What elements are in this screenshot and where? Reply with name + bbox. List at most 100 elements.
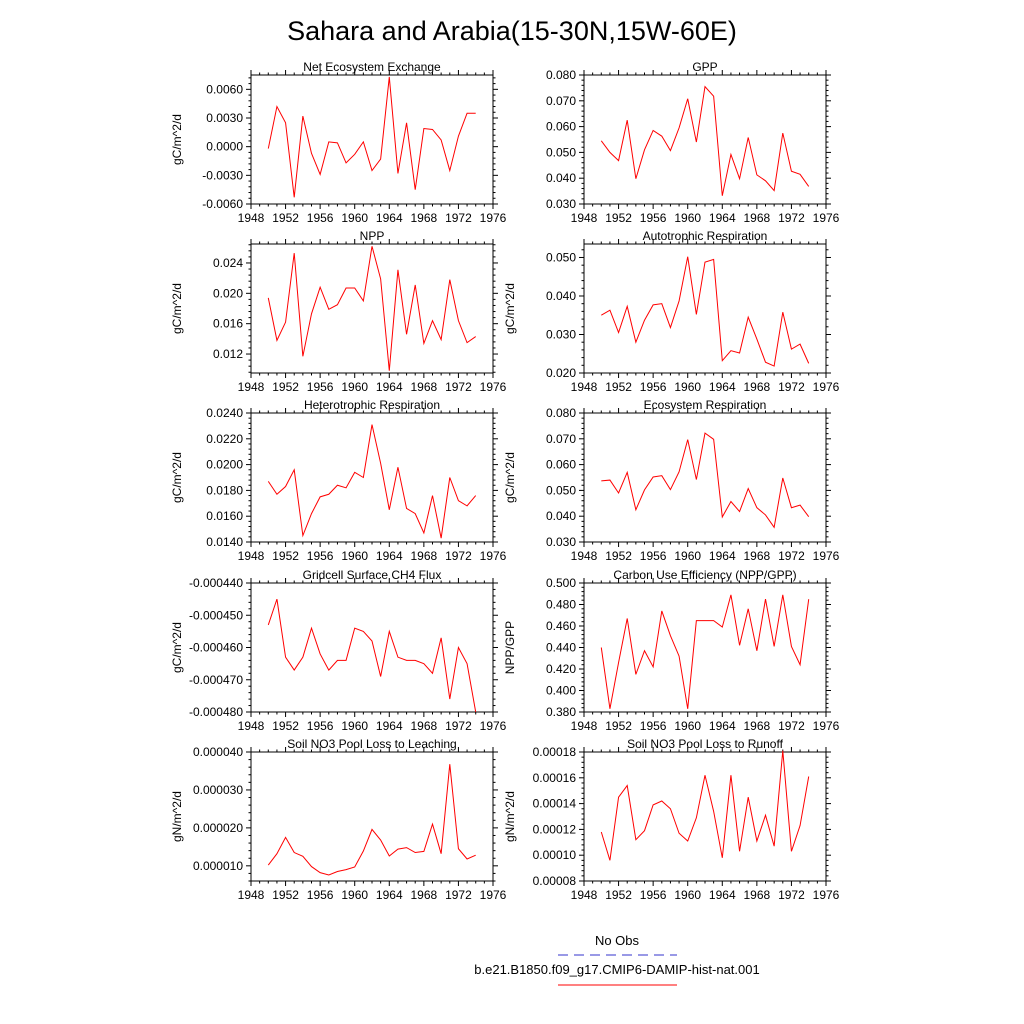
chart-net-ecosystem-exchange-xtick-label: 1956 <box>307 211 334 225</box>
chart-soil-no3-pool-loss-to-leaching-xtick-label: 1968 <box>411 888 438 902</box>
chart-autotrophic-respiration: Autotrophic Respiration 1948 1952 1956 1960 1… <box>503 229 840 394</box>
chart-gpp-xtick-label: 1956 <box>640 211 667 225</box>
chart-gridcell-surface-ch4-flux-ytick-label: -0.000480 <box>189 705 243 719</box>
chart-gpp-xtick-label: 1964 <box>709 211 736 225</box>
chart-carbon-use-efficiency-npp-gpp-title: Carbon Use Efficiency (NPP/GPP) <box>613 568 796 582</box>
chart-gridcell-surface-ch4-flux-xtick-label: 1976 <box>480 719 507 733</box>
chart-gpp-xtick-label: 1976 <box>813 211 840 225</box>
chart-soil-no3-pool-loss-to-leaching-ytick-label: 0.000030 <box>193 783 243 797</box>
chart-soil-no3-pool-loss-to-leaching-xtick-label: 1952 <box>272 888 299 902</box>
chart-autotrophic-respiration-xtick-label: 1948 <box>571 380 598 394</box>
chart-ecosystem-respiration-ytick-label: 0.040 <box>546 509 576 523</box>
chart-net-ecosystem-exchange-ytick-label: 0.0030 <box>206 111 243 125</box>
chart-net-ecosystem-exchange-xtick-label: 1968 <box>411 211 438 225</box>
chart-carbon-use-efficiency-npp-gpp-xtick-label: 1960 <box>674 719 701 733</box>
chart-heterotrophic-respiration-ytick-label: 0.0240 <box>206 406 243 420</box>
chart-gridcell-surface-ch4-flux-xtick-label: 1948 <box>238 719 265 733</box>
chart-net-ecosystem-exchange: Net Ecosystem Exchange 1948 1952 1956 1960 19… <box>170 60 507 225</box>
chart-net-ecosystem-exchange-title: Net Ecosystem Exchange <box>303 60 441 74</box>
chart-ecosystem-respiration-ylabel: gC/m^2/d <box>503 452 517 503</box>
chart-soil-no3-pool-loss-to-runoff-frame <box>583 751 827 882</box>
chart-npp-xtick-label: 1956 <box>307 380 334 394</box>
chart-ecosystem-respiration-ytick-label: 0.060 <box>546 458 576 472</box>
chart-carbon-use-efficiency-npp-gpp-xtick-label: 1964 <box>709 719 736 733</box>
chart-net-ecosystem-exchange-ytick-label: 0.0000 <box>206 140 243 154</box>
chart-heterotrophic-respiration-ytick-label: 0.0200 <box>206 458 243 472</box>
chart-gridcell-surface-ch4-flux-xtick-label: 1952 <box>272 719 299 733</box>
chart-net-ecosystem-exchange-ytick-label: -0.0060 <box>202 197 243 211</box>
chart-soil-no3-pool-loss-to-leaching-xtick-label: 1956 <box>307 888 334 902</box>
chart-ecosystem-respiration-ytick-label: 0.070 <box>546 432 576 446</box>
chart-gridcell-surface-ch4-flux-frame <box>250 582 494 713</box>
chart-autotrophic-respiration-xtick-label: 1960 <box>674 380 701 394</box>
chart-heterotrophic-respiration-ylabel: gC/m^2/d <box>170 452 184 503</box>
panels: Net Ecosystem Exchange 1948 1952 1956 1960 19… <box>170 60 840 902</box>
chart-heterotrophic-respiration-xtick-label: 1948 <box>238 549 265 563</box>
chart-gridcell-surface-ch4-flux-title: Gridcell Surface CH4 Flux <box>303 568 442 582</box>
chart-net-ecosystem-exchange-xtick-label: 1976 <box>480 211 507 225</box>
chart-ecosystem-respiration-xtick-label: 1972 <box>778 549 805 563</box>
chart-gpp-series-line <box>600 85 810 196</box>
chart-gridcell-surface-ch4-flux-ylabel: gC/m^2/d <box>170 622 184 673</box>
chart-net-ecosystem-exchange-xtick-label: 1960 <box>341 211 368 225</box>
chart-heterotrophic-respiration-xtick-label: 1972 <box>445 549 472 563</box>
chart-gridcell-surface-ch4-flux-xtick-label: 1956 <box>307 719 334 733</box>
chart-carbon-use-efficiency-npp-gpp-xtick-label: 1976 <box>813 719 840 733</box>
chart-gpp-ytick-label: 0.030 <box>546 197 576 211</box>
chart-gpp-xtick-label: 1948 <box>571 211 598 225</box>
chart-gridcell-surface-ch4-flux-xtick-label: 1964 <box>376 719 403 733</box>
chart-npp-xtick-label: 1960 <box>341 380 368 394</box>
chart-soil-no3-pool-loss-to-runoff-xtick-label: 1948 <box>571 888 598 902</box>
chart-gpp: GPP 1948 1952 1956 1960 1964 1968 1972 1976 0.030… <box>546 60 840 225</box>
chart-gridcell-surface-ch4-flux-xtick-label: 1960 <box>341 719 368 733</box>
chart-npp-ytick-label: 0.020 <box>213 286 243 300</box>
chart-autotrophic-respiration-xtick-label: 1976 <box>813 380 840 394</box>
chart-heterotrophic-respiration-xtick-label: 1960 <box>341 549 368 563</box>
chart-net-ecosystem-exchange-ylabel: gC/m^2/d <box>170 114 184 165</box>
chart-gpp-xtick-label: 1960 <box>674 211 701 225</box>
chart-heterotrophic-respiration-series-line <box>267 424 477 539</box>
chart-ecosystem-respiration-title: Ecosystem Respiration <box>644 398 767 412</box>
chart-net-ecosystem-exchange-xtick-label: 1964 <box>376 211 403 225</box>
chart-ecosystem-respiration-xtick-label: 1948 <box>571 549 598 563</box>
chart-ecosystem-respiration-xtick-label: 1952 <box>605 549 632 563</box>
chart-soil-no3-pool-loss-to-leaching-xtick-label: 1976 <box>480 888 507 902</box>
chart-soil-no3-pool-loss-to-leaching-ytick-label: 0.000040 <box>193 745 243 759</box>
chart-heterotrophic-respiration-title: Heterotrophic Respiration <box>304 398 440 412</box>
chart-carbon-use-efficiency-npp-gpp-xtick-label: 1952 <box>605 719 632 733</box>
chart-carbon-use-efficiency-npp-gpp-ytick-label: 0.420 <box>546 662 576 676</box>
chart-soil-no3-pool-loss-to-runoff-ytick-label: 0.00010 <box>533 848 577 862</box>
chart-ecosystem-respiration-frame <box>583 412 827 543</box>
chart-gpp-frame <box>583 74 827 205</box>
chart-autotrophic-respiration-ylabel: gC/m^2/d <box>503 283 517 334</box>
chart-soil-no3-pool-loss-to-runoff-xtick-label: 1956 <box>640 888 667 902</box>
chart-soil-no3-pool-loss-to-leaching-xtick-label: 1972 <box>445 888 472 902</box>
chart-gridcell-surface-ch4-flux-ytick-label: -0.000440 <box>189 576 243 590</box>
chart-npp-xtick-label: 1952 <box>272 380 299 394</box>
chart-soil-no3-pool-loss-to-leaching-ylabel: gN/m^2/d <box>170 791 184 842</box>
legend-obs-label: No Obs <box>595 933 640 948</box>
chart-ecosystem-respiration-xtick-label: 1976 <box>813 549 840 563</box>
chart-soil-no3-pool-loss-to-runoff-ytick-label: 0.00008 <box>533 874 577 888</box>
chart-heterotrophic-respiration-ytick-label: 0.0140 <box>206 535 243 549</box>
chart-heterotrophic-respiration-ytick-label: 0.0160 <box>206 509 243 523</box>
chart-autotrophic-respiration-ytick-label: 0.040 <box>546 289 576 303</box>
chart-net-ecosystem-exchange-xtick-label: 1972 <box>445 211 472 225</box>
chart-soil-no3-pool-loss-to-leaching-title: Soil NO3 Pool Loss to Leaching <box>287 737 456 751</box>
chart-gridcell-surface-ch4-flux-series-line <box>267 598 477 713</box>
chart-net-ecosystem-exchange-ytick-label: -0.0030 <box>202 168 243 182</box>
chart-autotrophic-respiration-series-line <box>601 256 810 367</box>
chart-npp-ylabel: gC/m^2/d <box>170 283 184 334</box>
chart-gpp-xtick-label: 1952 <box>605 211 632 225</box>
chart-heterotrophic-respiration-xtick-label: 1964 <box>376 549 403 563</box>
chart-carbon-use-efficiency-npp-gpp-ytick-label: 0.400 <box>546 684 576 698</box>
chart-heterotrophic-respiration-ytick-label: 0.0180 <box>206 483 243 497</box>
chart-soil-no3-pool-loss-to-runoff-xtick-label: 1952 <box>605 888 632 902</box>
chart-gridcell-surface-ch4-flux-xtick-label: 1968 <box>411 719 438 733</box>
chart-heterotrophic-respiration-ytick-label: 0.0220 <box>206 432 243 446</box>
chart-soil-no3-pool-loss-to-runoff-ytick-label: 0.00014 <box>533 797 577 811</box>
chart-ecosystem-respiration-ytick-label: 0.080 <box>546 406 576 420</box>
chart-soil-no3-pool-loss-to-runoff-xtick-label: 1972 <box>778 888 805 902</box>
chart-soil-no3-pool-loss-to-leaching-xtick-label: 1948 <box>238 888 265 902</box>
